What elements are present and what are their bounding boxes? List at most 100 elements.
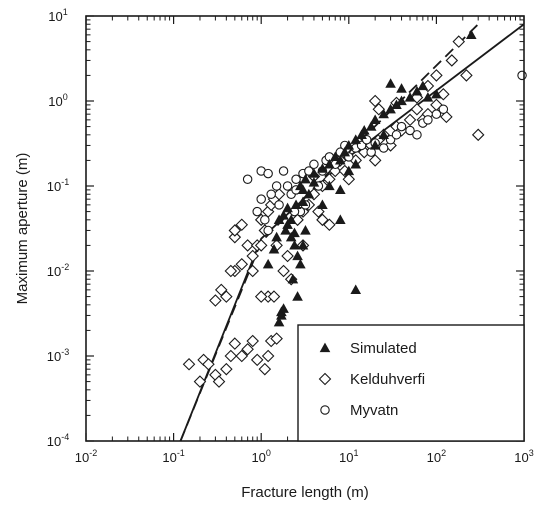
simulated-point xyxy=(343,140,355,150)
simulated-point xyxy=(417,80,429,91)
kelduhverfi-point xyxy=(235,349,249,363)
kelduhverfi-point xyxy=(235,218,249,232)
simulated-point xyxy=(262,258,274,269)
myvatn-point xyxy=(266,189,276,199)
x-tick-label: 10-2 xyxy=(75,448,97,465)
kelduhverfi-point xyxy=(212,375,226,388)
simulated-point xyxy=(365,121,377,131)
x-tick-label-exponent: 1 xyxy=(354,448,359,458)
x-tick-label: 10-1 xyxy=(162,448,184,465)
legend-marker-myvatn xyxy=(320,405,330,415)
simulated-point xyxy=(287,273,299,284)
simulated-point xyxy=(317,199,328,209)
simulated-point xyxy=(350,134,362,144)
myvatn-point xyxy=(274,200,284,210)
kelduhverfi-point xyxy=(228,224,242,237)
simulated-point xyxy=(289,227,300,238)
x-axis-title: Fracture length (m) xyxy=(241,484,369,501)
myvatn-point xyxy=(423,115,433,125)
kelduhverfi-point xyxy=(267,290,281,303)
kelduhverfi-point xyxy=(440,110,453,124)
legend-marker-simulated xyxy=(319,342,331,353)
x-tick-label-base: 10 xyxy=(251,450,265,465)
kelduhverfi-point xyxy=(228,230,242,244)
y-tick-label: 101 xyxy=(48,7,67,24)
y-axis-title: Maximum aperture (m) xyxy=(14,153,31,305)
simulated-point xyxy=(324,180,335,191)
myvatn-point xyxy=(282,181,293,191)
myvatn-point xyxy=(412,130,422,140)
kelduhverfi-point xyxy=(246,249,259,263)
y-tick-label-exponent: 0 xyxy=(63,92,68,102)
simulated-point xyxy=(273,316,285,327)
simulated-point xyxy=(324,158,335,169)
simulated-point xyxy=(378,129,389,139)
kelduhverfi-point xyxy=(281,249,294,263)
kelduhverfi-point xyxy=(316,213,329,227)
kelduhverfi-point xyxy=(323,218,336,232)
kelduhverfi-point xyxy=(224,349,238,363)
kelduhverfi-point xyxy=(250,353,264,367)
kelduhverfi-point xyxy=(241,342,254,356)
simulated-point xyxy=(369,140,381,150)
x-tick-label-exponent: 2 xyxy=(441,448,446,458)
kelduhverfi-point xyxy=(430,69,443,82)
x-tick-label-base: 10 xyxy=(339,450,353,465)
kelduhverfi-point xyxy=(228,337,242,350)
y-tick-label: 10-4 xyxy=(47,432,69,449)
kelduhverfi-point xyxy=(460,69,473,82)
simulated-point xyxy=(335,214,346,224)
y-tick-label-base: 10 xyxy=(48,9,62,24)
x-tick-label-base: 10 xyxy=(162,450,176,465)
simulated-point xyxy=(292,291,303,301)
myvatn-point xyxy=(438,104,449,114)
legend-label-kelduhverfi: Kelduhverfi xyxy=(350,371,425,388)
y-tick-label-base: 10 xyxy=(47,434,61,449)
simulated-point xyxy=(378,108,389,119)
simulated-point xyxy=(308,177,320,187)
y-tick-label-base: 10 xyxy=(48,94,62,109)
x-tick-label-base: 10 xyxy=(427,450,441,465)
myvatn-point xyxy=(263,225,273,236)
legend-label-myvatn: Myvatn xyxy=(350,402,398,419)
x-tick-label: 100 xyxy=(251,448,270,465)
kelduhverfi-point xyxy=(246,264,259,278)
simulated-point xyxy=(290,199,302,209)
legend: Simulated Kelduhverfi Myvatn xyxy=(297,324,525,442)
y-tick-label: 10-1 xyxy=(47,177,69,194)
kelduhverfi-point xyxy=(182,357,196,371)
kelduhverfi-point xyxy=(254,290,268,303)
simulated-point xyxy=(343,165,355,176)
simulated-point xyxy=(268,243,280,254)
simulated-point xyxy=(369,114,381,124)
simulated-point xyxy=(339,146,351,157)
simulated-point xyxy=(297,196,309,207)
myvatn-point xyxy=(309,159,319,170)
kelduhverfi-point xyxy=(209,294,222,307)
simulated-point xyxy=(285,214,297,224)
simulated-point xyxy=(396,83,407,93)
y-tick-label-base: 10 xyxy=(47,264,61,279)
kelduhverfi-point xyxy=(261,349,275,363)
kelduhverfi-point xyxy=(254,239,268,252)
kelduhverfi-point xyxy=(410,102,424,116)
simulated-point xyxy=(411,85,423,96)
kelduhverfi-point xyxy=(471,128,485,142)
simulated-point xyxy=(385,78,396,88)
simulated-point xyxy=(292,250,303,261)
myvatn-point xyxy=(260,215,270,225)
kelduhverfi-point xyxy=(220,290,233,303)
myvatn-point xyxy=(263,168,273,179)
x-tick-label-exponent: -2 xyxy=(89,448,97,458)
kelduhverfi-point xyxy=(270,332,283,345)
legend-label-simulated: Simulated xyxy=(350,340,417,357)
simulated-point xyxy=(282,202,293,213)
kelduhverfi-point xyxy=(452,35,466,48)
simulated-point xyxy=(297,184,309,195)
y-tick-label-exponent: -2 xyxy=(61,262,69,272)
x-tick-label-base: 10 xyxy=(514,450,528,465)
myvatn-point xyxy=(391,130,402,140)
kelduhverfi-point xyxy=(277,264,290,278)
simulated-point xyxy=(350,284,362,294)
simulated-point xyxy=(300,173,311,184)
